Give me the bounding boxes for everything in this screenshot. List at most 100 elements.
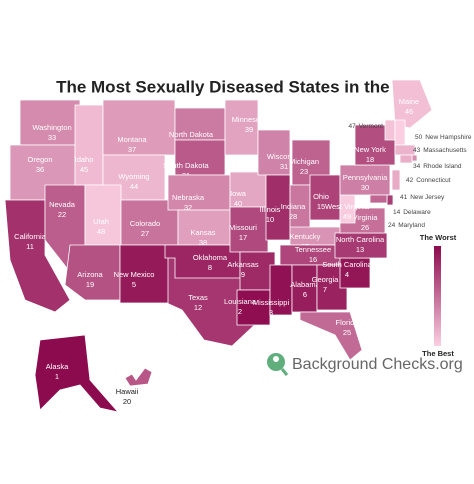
state <box>369 194 388 204</box>
state <box>384 119 396 141</box>
state-rank: 38 <box>199 238 207 247</box>
state-rank: 27 <box>141 229 149 238</box>
state <box>124 367 153 387</box>
state-name: Delaware <box>403 209 431 216</box>
title: The Most Sexually Diseased States in the… <box>56 77 418 96</box>
state-name: Nebraska <box>172 193 205 202</box>
state-rank: 33 <box>48 133 56 142</box>
state-label: 50 New Hampshire <box>415 134 472 141</box>
state-name: Oregon <box>27 155 52 164</box>
state-name: New Mexico <box>114 270 155 279</box>
state-name: Michigan <box>289 157 319 166</box>
state-name: Wyoming <box>118 172 149 181</box>
state-name: California <box>14 232 47 241</box>
state-rank: 34 <box>413 163 421 170</box>
state-name: Minnesota <box>232 115 267 124</box>
state-name: Washington <box>32 123 71 132</box>
state <box>399 154 413 164</box>
state-rank: 5 <box>132 280 136 289</box>
state-rank: 50 <box>415 134 423 141</box>
state-rank: 12 <box>194 303 202 312</box>
state-rank: 40 <box>234 199 242 208</box>
state-rank: 23 <box>300 167 308 176</box>
state-label: 24 Maryland <box>388 222 425 229</box>
state-rank: 26 <box>361 223 369 232</box>
state-rank: 1 <box>55 372 59 381</box>
state-rank: 4 <box>345 270 349 279</box>
state-name: Florida <box>336 318 360 327</box>
state <box>391 169 401 191</box>
state-name: Kentucky <box>290 232 321 241</box>
state-label: 14 Delaware <box>393 209 431 216</box>
state-name: Alabama <box>290 280 320 289</box>
state-rank: 3 <box>269 308 273 317</box>
state-rank: 28 <box>289 212 297 221</box>
state-rank: 44 <box>130 182 138 191</box>
state-name: Pennsylvania <box>343 173 388 182</box>
state-rank: 49 <box>343 212 351 221</box>
state-rank: 24 <box>388 222 396 229</box>
state-rank: 9 <box>241 270 245 279</box>
state-label: 41 New Jersey <box>400 194 445 201</box>
state-rank: 48 <box>97 227 105 236</box>
state-name: Utah <box>93 217 109 226</box>
state-label: 34 Rhode Island <box>413 163 462 170</box>
state-rank: 7 <box>323 285 327 294</box>
state-name: Ohio <box>313 192 329 201</box>
state-rank: 32 <box>184 203 192 212</box>
state-name: Alaska <box>46 362 69 371</box>
state-rank: 2 <box>238 307 242 316</box>
state-rank: 47 <box>349 123 357 130</box>
state-name: Mississippi <box>253 298 290 307</box>
state-rank: 22 <box>58 210 66 219</box>
state-name: Missouri <box>229 223 257 232</box>
state <box>394 119 406 146</box>
legend-best: The Best <box>422 349 454 358</box>
state-name: South Carolina <box>322 260 372 269</box>
state-label: 43 Massachusetts <box>413 147 467 154</box>
state-rank: 14 <box>393 209 401 216</box>
state-rank: 17 <box>239 233 247 242</box>
state-name: Kansas <box>190 228 215 237</box>
state-rank: 20 <box>123 397 131 406</box>
state-name: Maine <box>399 97 419 106</box>
state-rank: 10 <box>266 215 274 224</box>
state <box>34 334 120 413</box>
state-name: West Virginia <box>325 202 370 211</box>
legend-worst: The Worst <box>420 233 457 242</box>
state <box>411 154 418 162</box>
state-name: Vermont <box>359 123 383 130</box>
state-name: Illinois <box>260 205 281 214</box>
state-rank: 41 <box>400 194 408 201</box>
state-name: Connecticut <box>416 177 451 184</box>
state-rank: 39 <box>245 125 253 134</box>
state-name: South Dakota <box>163 161 209 170</box>
state-rank: 13 <box>356 245 364 254</box>
state <box>391 79 433 129</box>
state-name: Idaho <box>75 155 94 164</box>
state-rank: 8 <box>208 263 212 272</box>
state-name: New York <box>354 145 386 154</box>
state-name: Maryland <box>398 222 425 229</box>
state-name: Wisconsin <box>267 152 301 161</box>
brand: Background Checks.org <box>292 356 463 373</box>
state <box>84 184 122 246</box>
state <box>394 144 416 156</box>
state-name: Indiana <box>281 202 306 211</box>
state <box>119 244 169 304</box>
state <box>236 289 271 326</box>
state-name: Arizona <box>77 270 103 279</box>
state-rank: 18 <box>366 155 374 164</box>
state-rank: 30 <box>361 183 369 192</box>
state-rank: 11 <box>26 242 34 251</box>
state-name: Oklahoma <box>193 253 228 262</box>
state <box>102 99 176 156</box>
state-name: Louisiana <box>224 297 257 306</box>
state-name: Georgia <box>312 275 340 284</box>
state <box>64 244 121 301</box>
state-rank: 19 <box>86 280 94 289</box>
state-name: Nevada <box>49 200 76 209</box>
state-name: New Jersey <box>410 194 445 201</box>
state <box>269 264 293 316</box>
state-label: 42 Connecticut <box>406 177 451 184</box>
